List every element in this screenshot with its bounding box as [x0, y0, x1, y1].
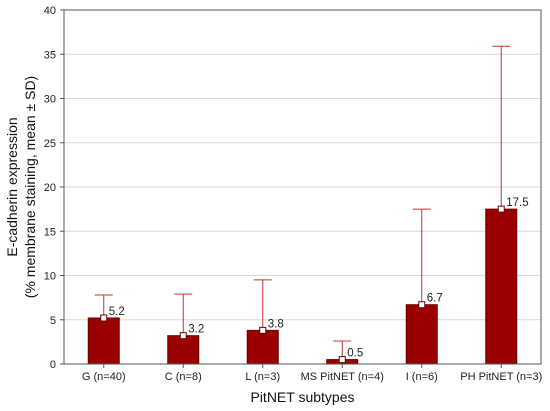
x-tick-label-1: C (n=8) [165, 371, 202, 383]
error-bars [94, 45, 511, 364]
y-tick-label-6: 30 [44, 94, 56, 106]
data-label-0: 5.2 [109, 306, 125, 318]
y-axis-title-line1: E-cadherin expression [4, 117, 20, 256]
x-tick-label-2: L (n=3) [245, 371, 280, 383]
data-label-2: 3.8 [268, 318, 284, 330]
y-tick-label-5: 25 [44, 138, 56, 150]
mean-marker-3 [338, 356, 346, 364]
y-tick-label-8: 40 [44, 5, 56, 17]
y-tick-label-1: 5 [50, 315, 56, 327]
gridlines [64, 53, 541, 321]
data-label-3: 0.5 [347, 348, 363, 360]
y-tick-label-4: 20 [44, 182, 56, 194]
y-tick-label-2: 10 [44, 271, 56, 283]
x-axis-title: PitNET subtypes [250, 389, 354, 405]
x-tick-label-5: PH PitNET (n=3) [460, 371, 542, 383]
x-tick-label-4: I (n=6) [406, 371, 438, 383]
x-tick-label-3: MS PitNET (n=4) [301, 371, 384, 383]
bar-5 [485, 208, 518, 365]
mean-marker-0 [100, 314, 108, 322]
bar-1 [167, 335, 200, 365]
bar-4 [405, 304, 438, 365]
data-label-4: 6.7 [427, 293, 443, 305]
bar-0 [87, 317, 120, 365]
x-tick-label-0: G (n=40) [82, 371, 126, 383]
mean-marker-4 [418, 301, 426, 309]
y-tick-label-0: 0 [50, 359, 56, 371]
y-tick-label-7: 35 [44, 49, 56, 61]
mean-marker-2 [259, 326, 267, 334]
data-label-1: 3.2 [188, 324, 204, 336]
mean-marker-1 [179, 332, 187, 340]
bars [87, 208, 518, 365]
y-tick-label-3: 15 [44, 226, 56, 238]
data-labels: 5.2 3.2 3.8 0.5 6.7 17.5 [109, 197, 529, 359]
y-axis-title-line2: (% membrane staining, mean ± SD) [22, 76, 38, 298]
bar-2 [246, 329, 279, 365]
mean-marker-5 [497, 205, 505, 213]
axes: 0 5 10 15 20 25 30 35 40 G (n=40) C (n=8) L (n=3) MS… [44, 5, 543, 383]
data-label-5: 17.5 [506, 197, 528, 209]
